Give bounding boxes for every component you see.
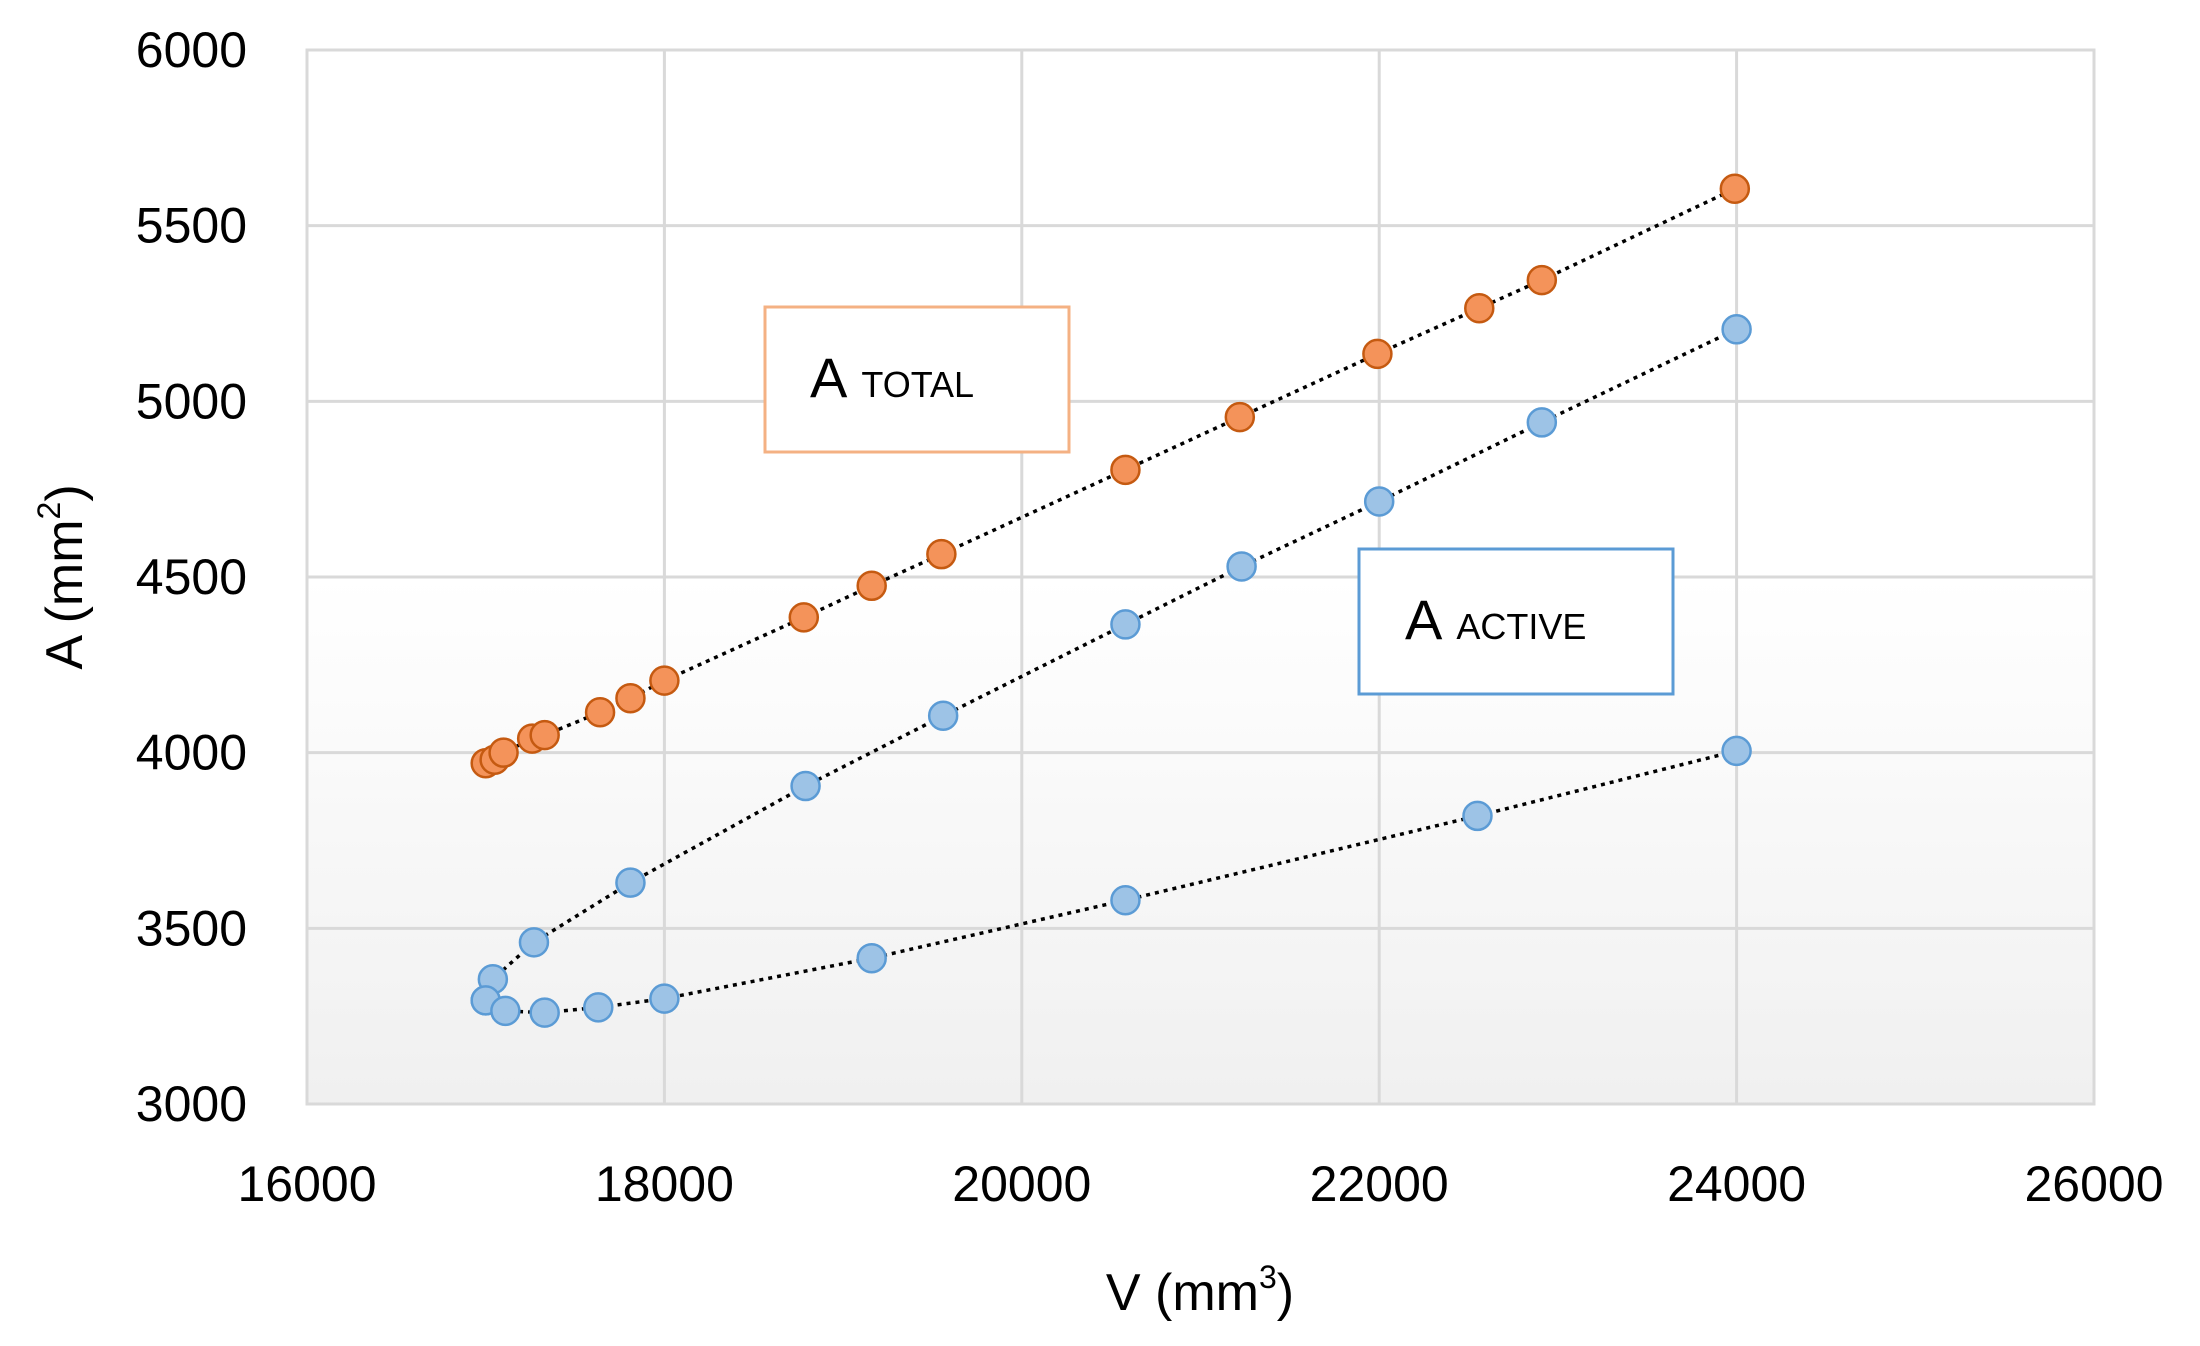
y-tick-label: 4000: [136, 725, 247, 781]
x-axis-title: V (mm3): [1106, 1259, 1294, 1322]
data-point-active: [856, 942, 887, 974]
data-point-total: [926, 538, 957, 570]
data-point-total: [1719, 173, 1751, 205]
y-tick-label: 5500: [136, 198, 247, 254]
data-point-total: [584, 697, 616, 728]
data-point-active: [1721, 735, 1752, 767]
data-point-active: [1226, 551, 1257, 582]
data-point-active: [529, 997, 560, 1028]
annotation-active-sub: ACTIVE: [1456, 606, 1586, 647]
annotation-total: A TOTAL: [763, 305, 1071, 454]
data-point-total: [1224, 401, 1256, 433]
x-tick-label: 20000: [952, 1156, 1091, 1212]
annotation-total-box: [763, 305, 1071, 454]
x-tick-label: 22000: [1310, 1156, 1449, 1212]
data-point-active: [649, 983, 680, 1014]
data-point-total: [1526, 264, 1558, 296]
plot-border: [305, 48, 2096, 1106]
y-tick-label: 3000: [136, 1076, 247, 1132]
data-point-total: [1464, 292, 1495, 324]
data-point-total: [1110, 454, 1141, 486]
x-tick-label: 26000: [2024, 1156, 2163, 1212]
data-point-active: [1110, 884, 1141, 916]
data-points: [470, 173, 1752, 1028]
annotation-active-main: A: [1405, 588, 1443, 651]
x-tick-label: 16000: [237, 1156, 376, 1212]
data-point-total: [649, 665, 680, 696]
x-tick-label: 24000: [1667, 1156, 1806, 1212]
data-point-active: [790, 770, 821, 802]
data-point-active: [1526, 407, 1558, 438]
annotation-total-main: A: [810, 346, 848, 409]
x-tick-label: 18000: [595, 1156, 734, 1212]
y-tick-label: 5000: [136, 373, 247, 429]
data-point-total: [856, 570, 887, 602]
data-point-active: [1363, 486, 1395, 517]
data-point-total: [488, 737, 519, 768]
data-point-active: [1721, 314, 1752, 345]
data-point-total: [788, 602, 820, 633]
data-point-active: [1110, 609, 1141, 640]
data-point-active: [583, 992, 614, 1023]
data-point-active: [490, 995, 521, 1027]
y-tick-label: 3500: [136, 900, 247, 956]
data-point-total: [529, 719, 560, 751]
data-point-active: [927, 700, 959, 732]
series-line-active: [484, 327, 1738, 1001]
data-point-active: [1462, 800, 1493, 832]
annotation-total-sub: TOTAL: [861, 364, 974, 405]
data-point-total: [1362, 338, 1393, 370]
y-tick-labels: 3000 3500 4000 4500 5000 5500 6000: [136, 22, 247, 1132]
annotation-active-box: [1357, 547, 1675, 696]
y-tick-label: 6000: [136, 22, 247, 78]
y-tick-label: 4500: [136, 549, 247, 605]
x-tick-labels: 16000 18000 20000 22000 24000 26000: [237, 1156, 2163, 1212]
series-line-total: [485, 187, 1736, 765]
data-point-total: [615, 682, 646, 714]
y-axis-title: A (mm2): [31, 484, 94, 669]
annotation-active: A ACTIVE: [1357, 547, 1675, 696]
data-point-active: [615, 867, 646, 898]
data-point-active: [518, 927, 550, 958]
